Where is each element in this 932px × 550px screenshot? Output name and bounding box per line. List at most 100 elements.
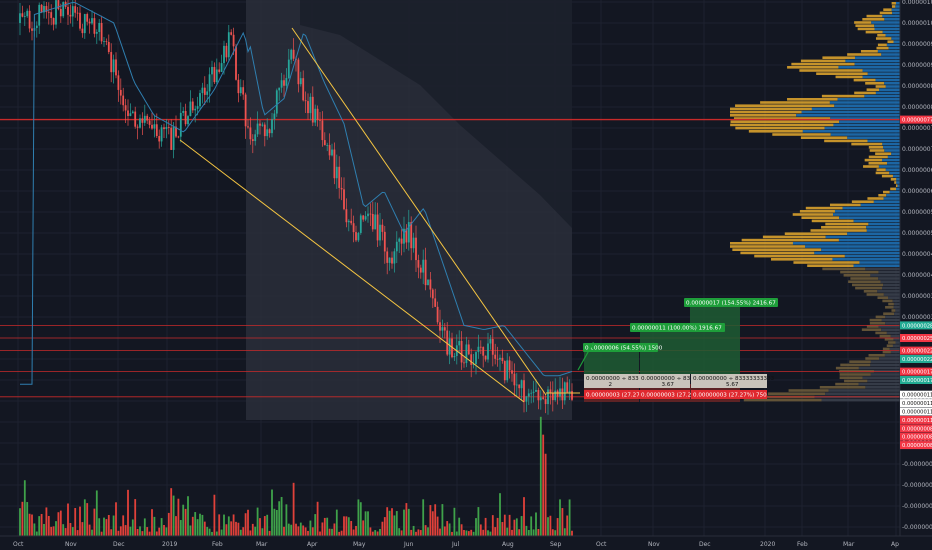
price-tag-label: 0.00000008 [902, 443, 932, 449]
profile-row-up [862, 328, 881, 331]
volume-bar [398, 528, 400, 536]
volume-bar [295, 524, 297, 536]
candle-body [226, 46, 228, 58]
volume-bar [65, 528, 67, 536]
volume-bar [134, 499, 136, 536]
profile-row-up [730, 124, 833, 127]
candle-body [19, 13, 21, 23]
x-axis[interactable]: Oct Nov Dec 2019 Feb Mar Apr May Jun Jul Aug Sep Oct… [0, 536, 932, 550]
y-tick-label: 0.00000030 [902, 314, 932, 321]
profile-row-up [877, 34, 885, 37]
y-tick-label: 0.00000095 [902, 41, 932, 48]
profile-row-up [801, 216, 839, 219]
candle-body [79, 13, 81, 29]
candle-body [230, 32, 232, 35]
candle-body [372, 214, 374, 229]
candle-body [468, 344, 470, 354]
volume-bar [389, 511, 391, 536]
volume-bar [233, 514, 235, 536]
profile-row-down [879, 88, 900, 91]
candle-body [113, 59, 115, 72]
candle-body [326, 145, 328, 146]
volume-bar [341, 531, 343, 536]
profile-row-up [800, 210, 835, 213]
candle-body [134, 112, 136, 127]
candle-body [192, 102, 194, 111]
candle-body [367, 214, 369, 217]
profile-row-down [887, 332, 900, 335]
profile-row-up [835, 383, 858, 386]
volume-bar [257, 508, 259, 536]
volume-bar [521, 516, 523, 536]
volume-bar [470, 530, 472, 536]
volume-bar [264, 516, 266, 536]
candle-body [370, 214, 372, 215]
profile-row-down [805, 245, 900, 248]
candle-body [24, 16, 26, 17]
profile-row-down [881, 53, 900, 56]
volume-bar [180, 520, 182, 536]
target-zone[interactable] [584, 349, 639, 374]
price-tag-label: 0.00000011 [902, 410, 932, 416]
profile-row-up [801, 60, 846, 63]
candle-body [482, 347, 484, 356]
candle-body [238, 80, 240, 93]
y-axis[interactable]: 0.00000105 0.00000100 0.00000095 0.00000090… [900, 0, 932, 550]
volume-bar [137, 529, 139, 536]
profile-row-up [878, 44, 887, 47]
candle-body [122, 96, 124, 106]
volume-bar [22, 502, 24, 536]
candle-body [245, 95, 247, 127]
y-tick-label: -0.00000005 [902, 461, 932, 468]
candle-body [96, 32, 98, 34]
profile-row-down [859, 367, 900, 370]
candle-body [38, 5, 40, 26]
x-tick-label: Dec [699, 541, 711, 548]
volume-bar [26, 502, 28, 536]
profile-row-up [878, 194, 886, 197]
profile-row-up [866, 31, 883, 34]
profile-row-up [876, 47, 888, 50]
volume-bar [221, 530, 223, 536]
candle-body [53, 18, 55, 25]
profile-row-up [730, 111, 802, 114]
candle-body [497, 359, 499, 360]
profile-row-down [802, 111, 900, 114]
y-tick-label: 0.00000080 [902, 104, 932, 111]
profile-row-up [869, 146, 883, 149]
volume-bar [77, 530, 79, 536]
volume-bar [562, 508, 564, 536]
profile-row-down [803, 130, 900, 133]
candle-body [533, 392, 535, 393]
profile-row-down [888, 296, 900, 299]
candle-body [41, 5, 43, 12]
profile-row-up [854, 21, 871, 24]
candle-body [86, 14, 88, 22]
candle-body [350, 221, 352, 223]
price-tag-label: 0.00000011 [902, 418, 932, 424]
y-tick-label: 0.00000035 [902, 293, 932, 300]
volume-bar [449, 523, 451, 536]
volume-bar [79, 507, 81, 536]
volume-bar [122, 515, 124, 536]
volume-bar [451, 532, 453, 536]
profile-row-up [840, 376, 863, 379]
volume-bar [331, 529, 333, 536]
candle-body [94, 18, 96, 34]
volume-bar [288, 524, 290, 536]
profile-row-up [877, 296, 888, 299]
volume-bar [418, 529, 420, 536]
volume-bar [238, 523, 240, 536]
profile-row-down [879, 357, 900, 360]
profile-row-down [882, 159, 900, 162]
profile-row-down [885, 316, 900, 319]
profile-row-up [787, 66, 838, 69]
profile-row-up [887, 344, 893, 347]
volume-bar [91, 530, 93, 536]
candle-body [430, 280, 432, 290]
target-zone[interactable] [690, 306, 740, 374]
profile-row-up [848, 280, 880, 283]
candle-body [214, 67, 216, 82]
volume-bar [499, 493, 501, 536]
